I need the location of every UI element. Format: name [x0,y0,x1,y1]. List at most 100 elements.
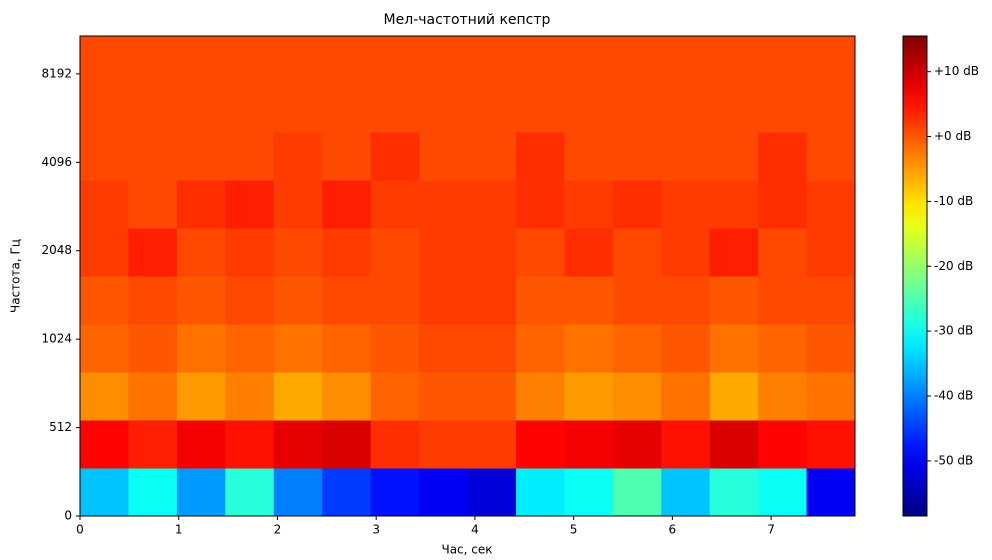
heatmap-cell [758,132,808,181]
heatmap-cell [128,420,178,469]
heatmap-cell [612,84,662,133]
heatmap-cell [515,180,565,229]
heatmap-cell [467,420,517,469]
heatmap-cell [273,372,323,421]
heatmap-cell [758,276,808,325]
x-tick-label: 4 [471,523,479,537]
heatmap-cell [612,36,662,85]
heatmap-cell [709,324,759,373]
x-tick-label: 3 [372,523,380,537]
heatmap-cell [322,276,372,325]
heatmap-cell [467,180,517,229]
colorbar [902,35,928,517]
heatmap-cell [564,468,614,517]
x-tick-label: 7 [767,523,775,537]
heatmap-cell [176,36,226,85]
heatmap-cell [758,420,808,469]
heatmap-cell [564,276,614,325]
heatmap-cell [128,468,178,517]
y-axis-label: Частота, Гц [9,239,23,313]
heatmap-cell [758,84,808,133]
heatmap-cell [225,468,275,517]
heatmap-cell [806,468,856,517]
heatmap-cell [80,324,129,373]
heatmap-cell [661,228,711,277]
heatmap-cell [225,372,275,421]
y-tick-label: 2048 [41,243,72,257]
heatmap-cell [612,420,662,469]
heatmap-cell [176,468,226,517]
heatmap-cell [709,84,759,133]
heatmap-cell [273,276,323,325]
heatmap-cell [273,228,323,277]
heatmap-cell [661,468,711,517]
heatmap-cell [370,132,420,181]
heatmap-cell [176,180,226,229]
heatmap-cell [758,324,808,373]
heatmap-cell [709,420,759,469]
heatmap-cell [806,84,856,133]
heatmap-cell [515,468,565,517]
heatmap-cell [758,468,808,517]
colorbar-tick-label: -10 dB [934,194,973,208]
heatmap-cell [370,468,420,517]
x-tick-label: 2 [274,523,282,537]
heatmap-cell [176,84,226,133]
heatmap-cell [758,228,808,277]
heatmap-cell [758,180,808,229]
heatmap-cell [419,276,468,325]
heatmap-cell [322,36,372,85]
heatmap-cell [419,372,468,421]
heatmap-cell [128,36,178,85]
heatmap-cell [80,228,129,277]
heatmap-cell [419,324,468,373]
heatmap-cell [709,276,759,325]
heatmap-cell [273,84,323,133]
heatmap-cell [273,36,323,85]
colorbar-tick-label: +10 dB [934,64,979,78]
heatmap-cell [128,228,178,277]
heatmap-cell [370,420,420,469]
colorbar-tick-label: -20 dB [934,259,973,273]
heatmap-cell [322,228,372,277]
heatmap-cell [370,228,420,277]
heatmap-cell [661,180,711,229]
heatmap-cell [612,180,662,229]
heatmap-cell [128,132,178,181]
heatmap-cell [709,468,759,517]
heatmap-cell [176,420,226,469]
colorbar-tick-label: -50 dB [934,453,973,467]
heatmap-cell [515,372,565,421]
heatmap-cell [661,276,711,325]
heatmap-cell [128,84,178,133]
heatmap-cell [758,372,808,421]
heatmap-cell [370,324,420,373]
heatmap-cell [661,420,711,469]
heatmap-cell [80,420,129,469]
heatmap-cell [322,420,372,469]
colorbar-tick-label: +0 dB [934,129,971,143]
heatmap-cell [661,36,711,85]
heatmap-cell [273,324,323,373]
heatmap-cell [806,228,856,277]
heatmap-cell [515,276,565,325]
heatmap-cell [80,36,129,85]
x-tick-label: 1 [175,523,183,537]
y-tick-label: 4096 [41,155,72,169]
chart-title: Мел-частотний кепстр [384,12,551,28]
heatmap-cell [322,132,372,181]
heatmap-cell [273,468,323,517]
heatmap-cell [128,372,178,421]
heatmap-cell [515,228,565,277]
heatmap-cell [806,324,856,373]
heatmap-cell [225,180,275,229]
heatmap-cell [467,228,517,277]
heatmap-cell [370,36,420,85]
heatmap-cell [806,132,856,181]
heatmap-cell [419,132,468,181]
heatmap-cell [176,228,226,277]
colorbar-tick-label: -30 dB [934,324,973,338]
heatmap-cell [806,36,856,85]
heatmap-cell [661,372,711,421]
x-axis-label: Час, сек [441,543,492,557]
